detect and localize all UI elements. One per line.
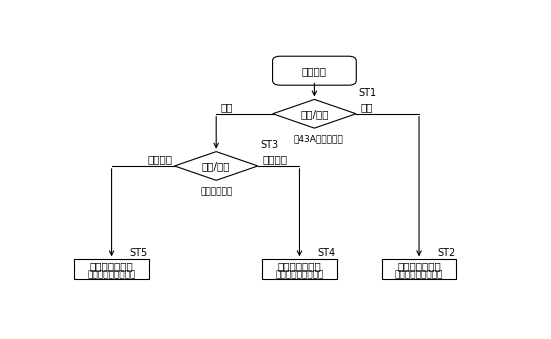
- Text: （遠雔タップ固定）: （遠雔タップ固定）: [276, 270, 323, 279]
- Text: 自動: 自動: [220, 102, 233, 112]
- Polygon shape: [273, 99, 356, 128]
- Text: ST4: ST4: [318, 248, 336, 258]
- Text: 自律/遠方: 自律/遠方: [202, 161, 230, 171]
- Text: 自動運転モード: 自動運転モード: [90, 261, 133, 272]
- Text: 自律運転: 自律運転: [148, 154, 172, 164]
- Text: （43Aスイッチ）: （43Aスイッチ）: [294, 135, 344, 144]
- FancyBboxPatch shape: [382, 259, 456, 279]
- Polygon shape: [175, 152, 258, 180]
- Text: 遠雔制御モード: 遠雔制御モード: [278, 261, 321, 272]
- Text: スタート: スタート: [302, 66, 327, 76]
- FancyBboxPatch shape: [262, 259, 337, 279]
- Text: （手動タップ固定）: （手動タップ固定）: [395, 270, 443, 279]
- Text: ST3: ST3: [260, 140, 278, 150]
- Text: 手動運転モード: 手動運転モード: [397, 261, 441, 272]
- Text: （遠制指令）: （遠制指令）: [200, 187, 233, 196]
- Text: ST1: ST1: [358, 88, 376, 98]
- FancyBboxPatch shape: [273, 56, 356, 85]
- Text: ST2: ST2: [437, 248, 456, 258]
- Text: 遠方制御: 遠方制御: [262, 154, 287, 164]
- Text: ST5: ST5: [130, 248, 148, 258]
- Text: （自動タップ切替）: （自動タップ切替）: [88, 270, 136, 279]
- Text: 手動: 手動: [360, 102, 373, 112]
- Text: 自動/手動: 自動/手動: [300, 109, 328, 119]
- FancyBboxPatch shape: [74, 259, 149, 279]
